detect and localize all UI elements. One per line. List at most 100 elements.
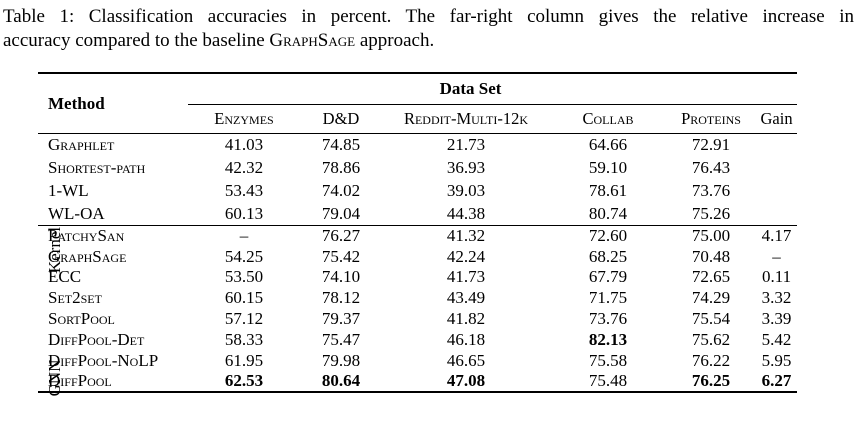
value-cell: 75.47: [321, 329, 361, 349]
results-table: Method Data Set Enzymes D&D Reddit-Multi…: [38, 72, 798, 394]
value-cell: 76.25: [691, 371, 731, 391]
caption-line-2: accuracy compared to the baseline GraphS…: [3, 29, 854, 53]
value-cell: 74.85: [321, 135, 361, 155]
value-cell: 53.50: [224, 267, 264, 287]
section-kernel: Graphlet 41.03 74.85 21.73 64.66 72.91 Shortes…: [38, 134, 798, 226]
table-caption: Table 1: Classification accuracies in pe…: [3, 5, 854, 53]
value-cell: 5.42: [761, 329, 792, 349]
method-name: DiffPool: [48, 371, 112, 391]
method-name: WL-OA: [38, 202, 188, 226]
value-cell: 57.12: [224, 309, 264, 329]
value-cell: 80.64: [321, 371, 361, 391]
value-cell: 78.61: [588, 181, 628, 200]
value-cell: 68.25: [588, 246, 628, 266]
table-row: ECC 53.50 74.10 41.73 67.79 72.65 0.11: [38, 267, 797, 288]
method-name: DiffPool-Det: [48, 329, 145, 349]
table-row: Graphlet 41.03 74.85 21.73 64.66 72.91: [38, 134, 797, 157]
value-cell: 78.12: [321, 288, 361, 308]
dataset-group-header-text: Data Set: [439, 79, 502, 98]
column-header-collab: Collab: [550, 104, 666, 134]
method-name: Shortest-path: [48, 158, 146, 177]
value-cell: –: [239, 226, 249, 246]
value-cell: 21.73: [446, 135, 486, 155]
value-cell: 72.65: [691, 267, 731, 287]
value-cell: 53.43: [224, 181, 264, 200]
method-name: 1-WL: [48, 181, 89, 200]
value-cell: 42.32: [224, 158, 264, 177]
value-cell: 74.02: [321, 181, 361, 200]
value-cell: 82.13: [588, 329, 628, 349]
method-name: GraphSage: [48, 246, 127, 266]
value-cell: 76.27: [321, 226, 361, 246]
value-cell: 46.18: [446, 329, 486, 349]
caption-line-2-text: accuracy compared to the baseline: [3, 30, 270, 51]
value-cell: 42.24: [446, 246, 486, 266]
value-cell: [756, 157, 797, 180]
table-row: Shortest-path 42.32 78.86 36.93 59.10 76.43: [38, 157, 797, 180]
value-cell: 73.76: [691, 181, 731, 200]
method-name: SortPool: [48, 309, 115, 329]
table-row: WL-OA 60.13 79.04 44.38 80.74 75.26: [38, 202, 798, 226]
value-cell: 80.74: [550, 202, 666, 226]
value-cell: 75.48: [588, 371, 628, 391]
value-cell: 75.58: [588, 350, 628, 370]
value-cell: 75.42: [321, 246, 361, 266]
method-name: ECC: [48, 267, 82, 287]
value-cell: 67.79: [588, 267, 628, 287]
value-cell: 44.38: [382, 202, 550, 226]
value-cell: –: [772, 246, 781, 266]
column-header-enzymes: Enzymes: [188, 104, 300, 134]
value-cell: 79.98: [321, 350, 361, 370]
value-cell: 41.82: [446, 309, 486, 329]
value-cell: 62.53: [224, 371, 264, 391]
value-cell: 79.37: [321, 309, 361, 329]
value-cell: 0.11: [761, 267, 792, 287]
dataset-group-header: Data Set: [188, 73, 798, 105]
table-row: GraphSage 54.25 75.42 42.24 68.25 70.48 –: [38, 246, 797, 267]
column-header-row: Enzymes D&D Reddit-Multi-12k Collab Prot…: [38, 104, 798, 134]
table-row: DiffPool 62.53 80.64 47.08 75.48 76.25 6.27: [38, 371, 797, 392]
value-cell: 43.49: [446, 288, 486, 308]
value-cell: 46.65: [446, 350, 486, 370]
value-cell: 79.04: [300, 202, 382, 226]
value-cell: 71.75: [588, 288, 628, 308]
value-cell: 75.26: [666, 202, 756, 226]
value-cell: 41.03: [224, 135, 264, 155]
value-cell: 76.22: [691, 350, 731, 370]
method-name: DiffPool-NoLP: [48, 350, 159, 370]
value-cell: 72.91: [691, 135, 731, 155]
value-cell: 74.10: [321, 267, 361, 287]
column-header-gain: Gain: [756, 104, 798, 134]
value-cell: 61.95: [224, 350, 264, 370]
section-gnn: PatchySan –76.27 41.32 72.60 75.00 4.17 GraphS…: [38, 226, 797, 393]
caption-line-2-tail: approach.: [355, 30, 435, 51]
value-cell: 41.73: [446, 267, 486, 287]
table-row: 1-WL 53.43 74.02 39.03 78.61 73.76: [38, 180, 797, 203]
header-group-row: Method Data Set: [38, 73, 798, 134]
value-cell: 4.17: [761, 226, 792, 246]
section-label-gnn: GNN: [45, 359, 64, 397]
value-cell: 47.08: [446, 371, 486, 391]
value-cell: 75.00: [691, 226, 731, 246]
value-cell: 70.48: [691, 246, 731, 266]
table-row: Set2set 60.15 78.12 43.49 71.75 74.29 3.32: [38, 288, 797, 309]
value-cell: 3.39: [761, 309, 792, 329]
value-cell: 41.32: [446, 226, 486, 246]
value-cell: 60.13: [188, 202, 300, 226]
table-row: DiffPool-NoLP 61.95 79.98 46.65 75.58 76.22 5.…: [38, 350, 797, 371]
table-row: PatchySan – 76.27 41.32 72.60 75.00 4.17: [38, 226, 797, 247]
column-header-proteins: Proteins: [666, 104, 756, 134]
value-cell: 36.93: [446, 158, 486, 177]
value-cell: 3.32: [761, 288, 792, 308]
method-name: Graphlet: [48, 135, 115, 155]
value-cell: [756, 202, 798, 226]
method-column-header: Method: [38, 73, 188, 134]
results-table-wrapper: Kernel GNN Method Data Set Enzymes D&D R…: [38, 72, 798, 396]
caption-line-1: Table 1: Classification accuracies in pe…: [3, 6, 854, 27]
value-cell: 78.86: [321, 158, 361, 177]
value-cell: 75.54: [691, 309, 731, 329]
column-header-dd: D&D: [300, 104, 382, 134]
column-header-reddit-multi-12k: Reddit-Multi-12k: [382, 104, 550, 134]
value-cell: [756, 180, 797, 203]
value-cell: 5.95: [761, 350, 792, 370]
